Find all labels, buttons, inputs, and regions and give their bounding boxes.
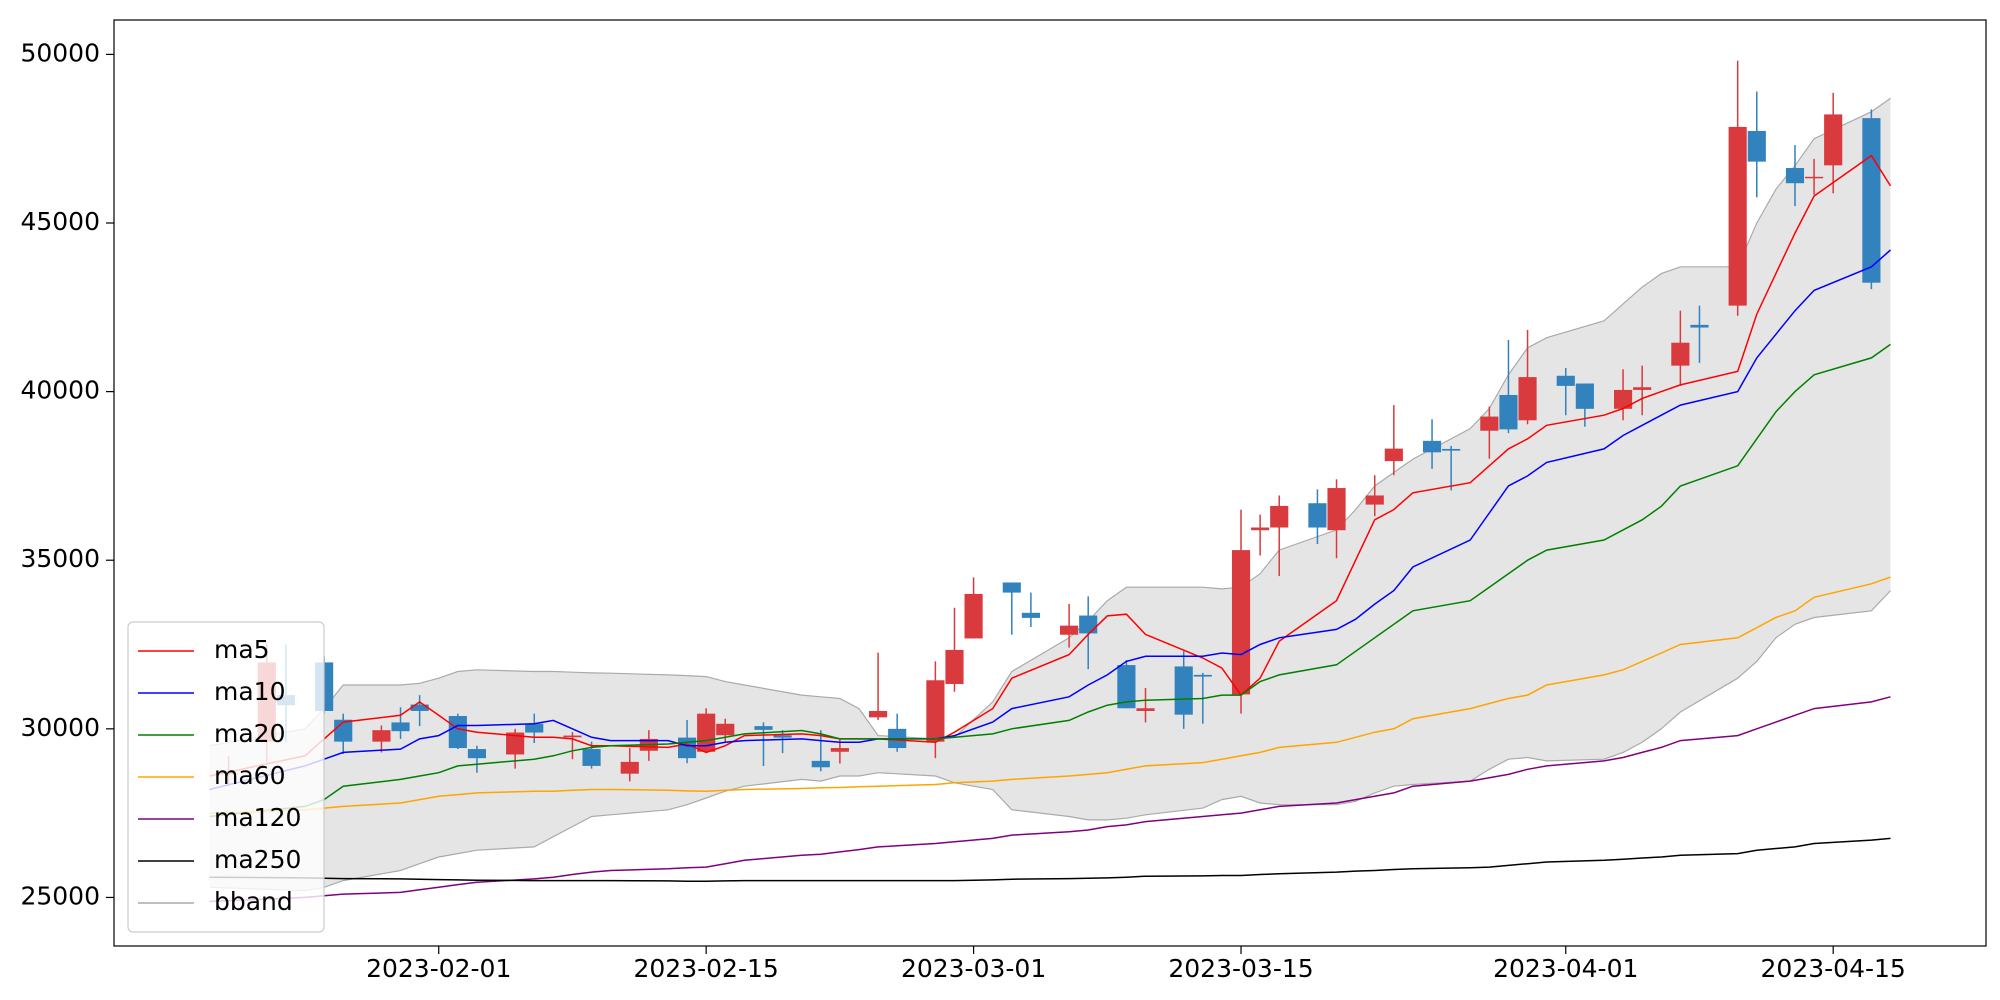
candle-body	[773, 735, 792, 738]
candle-body	[1174, 666, 1193, 715]
candle-body	[1728, 126, 1747, 306]
candle-body	[1270, 505, 1289, 528]
x-tick-label: 2023-03-01	[901, 954, 1046, 983]
candle-body	[1805, 176, 1824, 179]
candle-body	[1862, 118, 1881, 283]
candle-body	[1308, 503, 1327, 528]
bband-fill	[209, 98, 1891, 891]
candle-body	[1690, 324, 1709, 328]
legend-label: ma60	[214, 761, 285, 790]
legend-label: ma250	[214, 845, 301, 874]
x-tick-label: 2023-02-01	[366, 954, 511, 983]
candle-body	[811, 760, 830, 768]
candle-body	[869, 710, 888, 718]
x-tick-label: 2023-04-15	[1761, 954, 1906, 983]
ma-line	[209, 154, 1892, 777]
candle-body	[926, 680, 945, 742]
candle-body	[1671, 342, 1690, 366]
candle-body	[1079, 615, 1098, 634]
candle-body	[1117, 665, 1136, 709]
candle-body	[677, 737, 697, 759]
y-tick-label: 50000	[20, 38, 100, 67]
candle-body	[1556, 375, 1575, 386]
candle-body	[1518, 377, 1537, 421]
candle-body	[1002, 582, 1021, 593]
y-tick-label: 35000	[20, 544, 100, 573]
candle-body	[1575, 383, 1594, 409]
ma-line	[209, 837, 1891, 883]
candle-body	[1747, 130, 1766, 162]
candle-body	[1060, 625, 1079, 635]
candle-body	[830, 748, 849, 752]
candle-body	[754, 726, 773, 730]
candle-body	[1499, 394, 1518, 430]
candle-body	[945, 649, 964, 684]
candle-body	[1365, 495, 1384, 505]
candle-body	[582, 749, 601, 766]
legend: ma5 ma10 ma20 ma60 ma120 ma250 bband	[127, 621, 325, 933]
candle-body	[391, 722, 410, 732]
candle-body	[620, 761, 639, 774]
legend-label: ma20	[214, 719, 285, 748]
candle-body	[1231, 550, 1251, 695]
candle-body	[563, 735, 582, 738]
axes-frame	[113, 19, 1987, 947]
candle-body	[1785, 168, 1805, 184]
legend-label: ma5	[214, 635, 270, 664]
x-tick-label: 2023-03-15	[1168, 954, 1313, 983]
candle-body	[697, 713, 716, 752]
y-tick-label: 25000	[20, 881, 100, 910]
candle-body	[1442, 448, 1461, 451]
candle-body	[1613, 389, 1633, 409]
candle-body	[1021, 612, 1040, 618]
bband-lower	[209, 590, 1891, 892]
legend-label: ma120	[214, 803, 301, 832]
bband-upper	[209, 97, 1891, 747]
legend-label: bband	[214, 887, 293, 916]
x-tick-label: 2023-04-01	[1493, 954, 1638, 983]
ma-line	[209, 696, 1891, 903]
candle-body	[1384, 448, 1403, 462]
candle-body	[1193, 674, 1212, 677]
candle-body	[1480, 416, 1499, 431]
legend-box	[127, 621, 325, 933]
candle-body	[1633, 387, 1652, 390]
candle-body	[1251, 527, 1270, 531]
ma-line	[209, 576, 1891, 814]
candle-body	[467, 749, 487, 759]
y-tick-label: 30000	[20, 713, 100, 742]
ma-line	[209, 343, 1891, 818]
y-tick-label: 40000	[20, 376, 100, 405]
candle-body	[1327, 488, 1346, 531]
y-tick-label: 45000	[20, 207, 100, 236]
candle-body	[372, 730, 391, 742]
candle-body	[525, 723, 544, 733]
candle-body	[506, 732, 525, 755]
candle-body	[716, 723, 735, 736]
candle-body	[1824, 114, 1843, 166]
candle-body	[964, 593, 983, 639]
candle-body	[1136, 708, 1155, 711]
candle-body	[410, 704, 429, 711]
x-tick-label: 2023-02-15	[634, 954, 779, 983]
candle-body	[448, 716, 467, 749]
legend-label: ma10	[214, 677, 285, 706]
ma-line	[209, 249, 1891, 791]
candle-body	[1422, 440, 1442, 453]
